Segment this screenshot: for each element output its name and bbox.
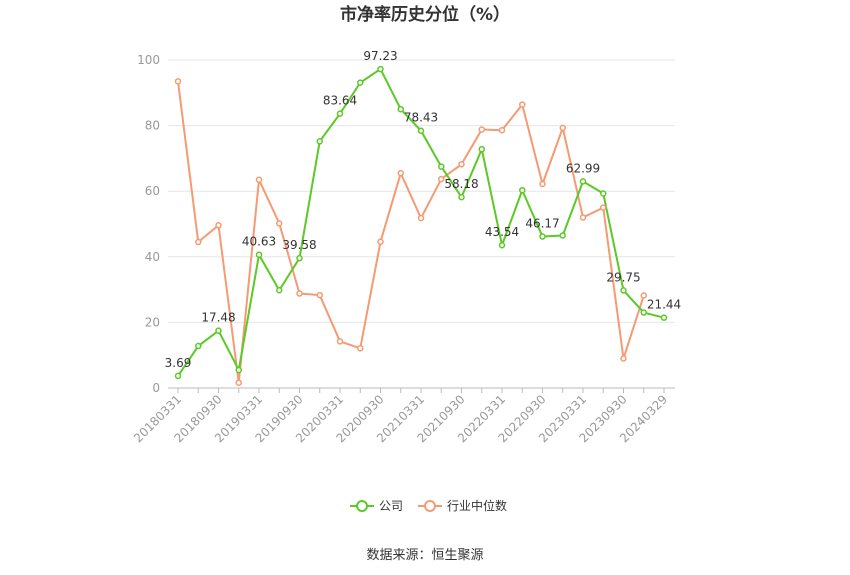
data-point [215, 327, 222, 334]
chart-title: 市净率历史分位（%） [340, 4, 510, 25]
data-point [276, 287, 283, 294]
legend-item[interactable]: 公司 [350, 499, 403, 513]
data-point [539, 233, 546, 240]
legend-label: 公司 [379, 499, 403, 513]
data-label: 17.48 [201, 311, 235, 325]
data-label: 83.64 [323, 94, 357, 108]
data-point [255, 176, 263, 183]
series-line-1 [177, 81, 645, 384]
data-point [498, 241, 506, 249]
data-label: 58.18 [444, 177, 478, 191]
source-note: 数据来源：恒生聚源 [366, 548, 483, 563]
data-point [235, 366, 242, 374]
data-label: 46.17 [525, 217, 559, 231]
data-point [397, 169, 404, 177]
data-point [559, 124, 566, 132]
data-point [316, 138, 323, 145]
data-point [640, 309, 647, 316]
data-label: 29.75 [606, 270, 640, 284]
data-point [195, 342, 202, 350]
data-point [438, 175, 445, 183]
legend-marker [356, 500, 368, 512]
legend-marker [424, 500, 436, 512]
data-label: 40.63 [242, 235, 276, 249]
data-point [195, 238, 202, 246]
data-point [438, 163, 445, 170]
data-point [235, 379, 242, 387]
data-point [377, 65, 384, 73]
y-tick-label: 0 [152, 381, 160, 395]
data-point [458, 161, 465, 168]
data-point [357, 79, 364, 86]
grid-lines [168, 59, 675, 323]
data-point [336, 338, 344, 345]
data-point [316, 291, 323, 299]
data-point [458, 193, 465, 201]
data-point [498, 126, 506, 134]
data-label: 97.23 [363, 49, 397, 63]
y-tick-label: 100 [137, 53, 160, 67]
data-point [579, 214, 587, 221]
data-point [296, 290, 303, 297]
data-point [519, 101, 526, 108]
data-point [397, 105, 404, 113]
series-points [174, 65, 668, 387]
y-tick-label: 40 [145, 250, 160, 264]
data-point [620, 355, 627, 362]
y-axis: 0 20 40 60 80 100 [137, 53, 160, 395]
data-label: 21.44 [647, 298, 681, 312]
data-point [579, 178, 587, 185]
data-point [357, 345, 364, 352]
data-point [276, 220, 283, 227]
legend-label: 行业中位数 [447, 498, 507, 513]
data-point [559, 232, 566, 239]
y-tick-label: 60 [145, 184, 160, 198]
data-point [377, 238, 384, 245]
data-label: 62.99 [566, 161, 600, 175]
data-point [600, 190, 607, 197]
data-point [296, 254, 303, 262]
data-point [336, 110, 344, 117]
data-point [174, 372, 182, 380]
data-label: 3.69 [165, 356, 192, 370]
y-tick-label: 20 [145, 315, 160, 329]
data-point [174, 78, 182, 85]
x-axis: 2018033120180930201903312019093020200331… [131, 387, 675, 445]
data-label: 43.54 [485, 225, 519, 239]
data-label: 39.58 [282, 238, 316, 252]
data-point [640, 292, 647, 299]
data-point [539, 180, 546, 188]
legend[interactable]: 公司 行业中位数 [350, 498, 507, 513]
data-point [478, 126, 485, 133]
y-tick-label: 80 [145, 119, 160, 133]
legend-item[interactable]: 行业中位数 [418, 498, 507, 513]
data-label: 78.43 [404, 111, 438, 125]
data-point [417, 214, 425, 222]
data-point [215, 222, 222, 229]
data-point [478, 145, 485, 153]
data-point [660, 314, 668, 321]
data-point [600, 204, 607, 211]
data-point [255, 251, 263, 258]
data-labels: 3.69 17.48 40.63 39.58 83.64 97.23 78.43 58.18 4… [165, 49, 682, 370]
data-point [519, 186, 526, 194]
data-point [620, 287, 627, 294]
data-point [417, 127, 425, 134]
